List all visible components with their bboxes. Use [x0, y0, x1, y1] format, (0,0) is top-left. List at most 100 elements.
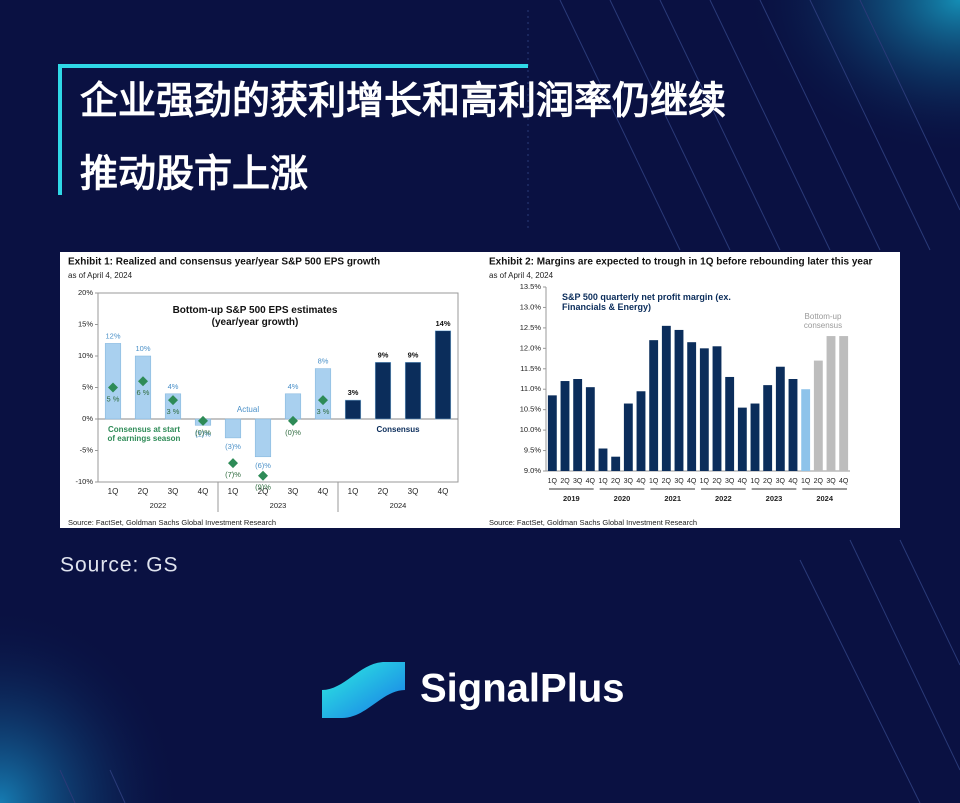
diamond [108, 382, 118, 393]
x-tick-label: 4Q [438, 487, 449, 496]
x-tick-label: 4Q [788, 478, 798, 485]
bar [826, 336, 836, 471]
group-label: 2019 [563, 494, 580, 503]
x-tick-label: 3Q [674, 478, 684, 485]
data-label: 4% [288, 382, 299, 391]
bar [611, 456, 621, 471]
bar [314, 368, 332, 420]
data-label: (1)% [195, 429, 211, 438]
data-label: (7)% [225, 470, 241, 479]
brand: SignalPlus [420, 667, 625, 711]
x-tick-label: 1Q [348, 487, 359, 496]
diamond [168, 395, 178, 406]
subtitle: as of April 4, 2024 [489, 271, 554, 280]
y-tick-label: 12.0% [520, 343, 542, 352]
bar [649, 340, 659, 471]
annotation: Bottom-up consensus [803, 312, 843, 331]
chart-source: Source: FactSet, Goldman Sachs Global In… [68, 518, 276, 527]
series-name: Actual [237, 405, 259, 414]
chart-title: S&P 500 quarterly net profit margin (ex.… [562, 292, 731, 313]
exhibit-title: Exhibit 2: Margins are expected to troug… [489, 257, 873, 268]
bar [775, 366, 785, 471]
data-label: 14% [435, 319, 450, 328]
bar [636, 391, 646, 471]
x-tick-label: 1Q [548, 478, 558, 485]
y-tick-label: 20% [78, 288, 93, 297]
bar [623, 403, 633, 471]
glow [0, 520, 260, 803]
data-label: (0)% [285, 428, 301, 437]
series-name: Consensus at start of earnings season [107, 425, 181, 444]
bar [254, 418, 272, 458]
y-tick-label: 11.5% [520, 364, 541, 373]
y-tick-label: 9.0% [524, 466, 541, 475]
bar [813, 360, 823, 471]
data-label: 5 % [107, 394, 120, 403]
diamond [228, 458, 238, 469]
x-tick-label: 4Q [839, 478, 849, 485]
group-label: 2020 [614, 494, 631, 503]
group-label: 2024 [816, 494, 834, 503]
x-tick-label: 2Q [560, 478, 570, 485]
bar [801, 389, 811, 471]
series-name: Consensus [376, 425, 420, 434]
x-tick-label: 4Q [318, 487, 329, 496]
bar [661, 325, 671, 471]
bar [573, 379, 583, 471]
title-bracket [58, 64, 528, 195]
x-tick-label: 4Q [738, 478, 748, 485]
source: Source: GS [60, 554, 179, 577]
x-tick-label: 1Q [649, 478, 659, 485]
x-tick-label: 4Q [687, 478, 697, 485]
data-label: 8% [318, 357, 329, 366]
x-tick-label: 2Q [712, 478, 722, 485]
y-tick-label: 10.5% [520, 405, 542, 414]
bar [737, 407, 747, 471]
data-label: (3)% [225, 442, 241, 451]
y-tick-label: 10% [78, 351, 93, 360]
bar [598, 448, 608, 471]
x-tick-label: 4Q [586, 478, 596, 485]
logo [322, 662, 405, 718]
data-label: 9% [408, 350, 419, 359]
bar [674, 329, 684, 471]
bar [560, 381, 570, 471]
y-tick-label: 9.5% [524, 446, 541, 455]
x-tick-label: 2Q [611, 478, 621, 485]
bar [547, 395, 557, 471]
y-tick-label: 15% [78, 319, 93, 328]
x-tick-label: 1Q [750, 478, 760, 485]
headline: 企业强劲的获利增长和高利润率仍继续 [80, 79, 726, 123]
x-tick-label: 3Q [573, 478, 583, 485]
bar [434, 330, 452, 420]
bar [344, 399, 362, 420]
x-tick-label: 2Q [378, 487, 389, 496]
data-label: 6 % [137, 388, 150, 397]
x-tick-label: 3Q [288, 487, 299, 496]
group-label: 2023 [766, 494, 783, 503]
x-tick-label: 2Q [258, 487, 269, 496]
x-tick-label: 4Q [198, 487, 209, 496]
exhibit-title: Exhibit 1: Realized and consensus year/y… [68, 257, 380, 268]
x-tick-label: 1Q [108, 487, 119, 496]
diamond [258, 470, 268, 481]
x-tick-label: 3Q [725, 478, 735, 485]
x-tick-label: 3Q [826, 478, 836, 485]
bar [763, 385, 773, 471]
bar [104, 343, 122, 420]
diamond [138, 376, 148, 387]
bar [284, 393, 302, 420]
data-label: (6)% [255, 461, 271, 470]
data-label: (0)% [195, 428, 211, 437]
bar [224, 418, 242, 439]
group-label: 2022 [150, 501, 167, 510]
diamond [288, 415, 298, 426]
subtitle: as of April 4, 2024 [68, 271, 133, 280]
x-tick-label: 3Q [168, 487, 179, 496]
x-tick-label: 2Q [814, 478, 824, 485]
y-tick-label: 11.0% [520, 384, 541, 393]
bar [687, 342, 697, 471]
data-label: 3 % [317, 407, 330, 416]
